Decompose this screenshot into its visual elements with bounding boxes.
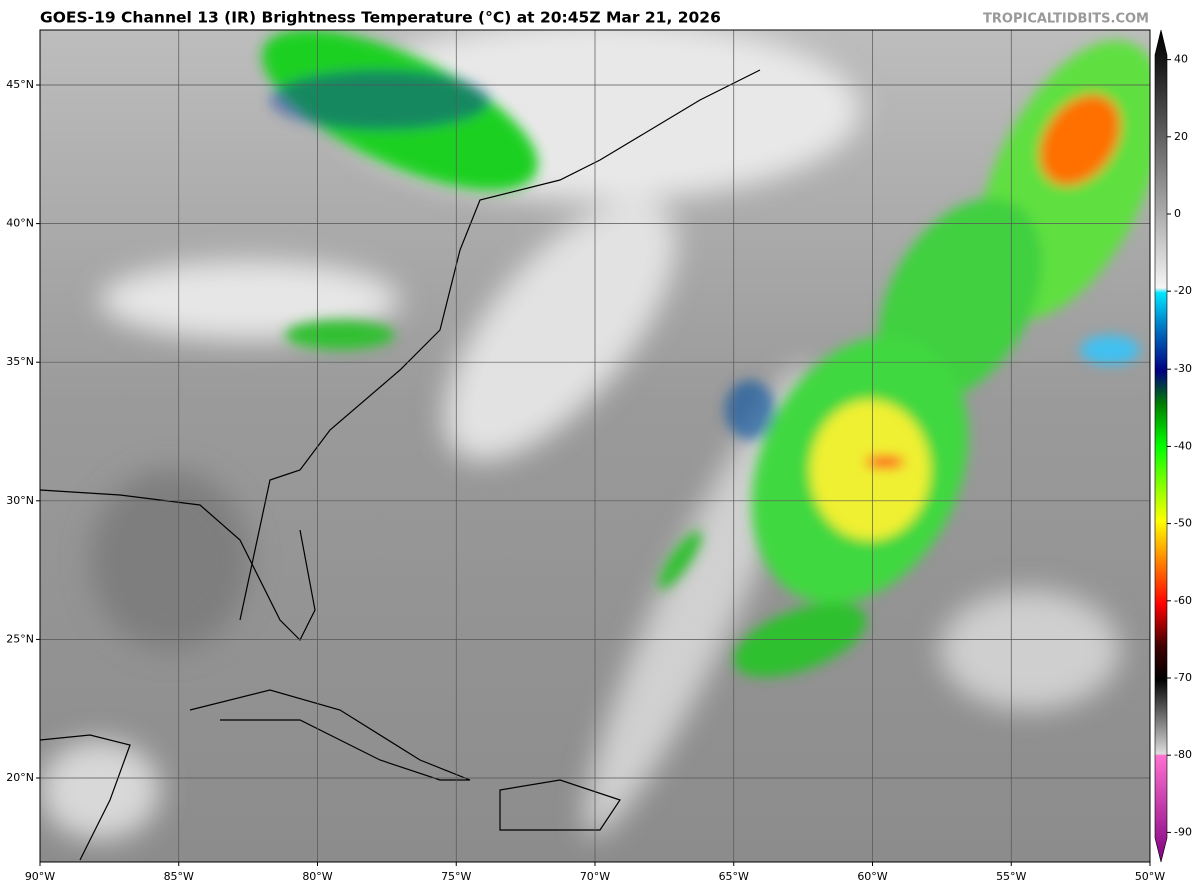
colorbar-tick-label: 40: [1174, 53, 1188, 66]
colorbar-tick-label: -80: [1174, 748, 1192, 761]
lat-label: 30°N: [6, 494, 34, 507]
graticule: [40, 30, 1150, 862]
lat-label: 25°N: [6, 632, 34, 645]
colorbar-tick-label: 20: [1174, 130, 1188, 143]
colorbar-tick-label: -30: [1174, 362, 1192, 375]
colorbar-tick-label: -40: [1174, 439, 1192, 452]
lon-label: 90°W: [25, 870, 55, 883]
lon-label: 85°W: [164, 870, 194, 883]
colorbar-tick-label: 0: [1174, 207, 1181, 220]
lon-label: 65°W: [719, 870, 749, 883]
lat-label: 20°N: [6, 771, 34, 784]
lat-label: 45°N: [6, 78, 34, 91]
colorbar-tick-label: -60: [1174, 594, 1192, 607]
colorbar: [1154, 29, 1168, 863]
colorbar-tick-label: -70: [1174, 671, 1192, 684]
lon-label: 70°W: [580, 870, 610, 883]
lat-label: 35°N: [6, 355, 34, 368]
credit: TROPICALTIDBITS.COM: [983, 12, 1149, 27]
colorbar-tick-label: -20: [1174, 284, 1192, 297]
lon-label: 75°W: [441, 870, 471, 883]
colorbar-tick-label: -90: [1174, 825, 1192, 838]
lon-label: 50°W: [1135, 870, 1165, 883]
title: GOES-19 Channel 13 (IR) Brightness Tempe…: [40, 9, 721, 27]
lat-label: 40°N: [6, 217, 34, 230]
lon-label: 55°W: [996, 870, 1026, 883]
lon-label: 80°W: [302, 870, 332, 883]
colorbar-tick-label: -50: [1174, 517, 1192, 530]
satellite-imagery: [40, 30, 1150, 862]
lon-label: 60°W: [857, 870, 887, 883]
